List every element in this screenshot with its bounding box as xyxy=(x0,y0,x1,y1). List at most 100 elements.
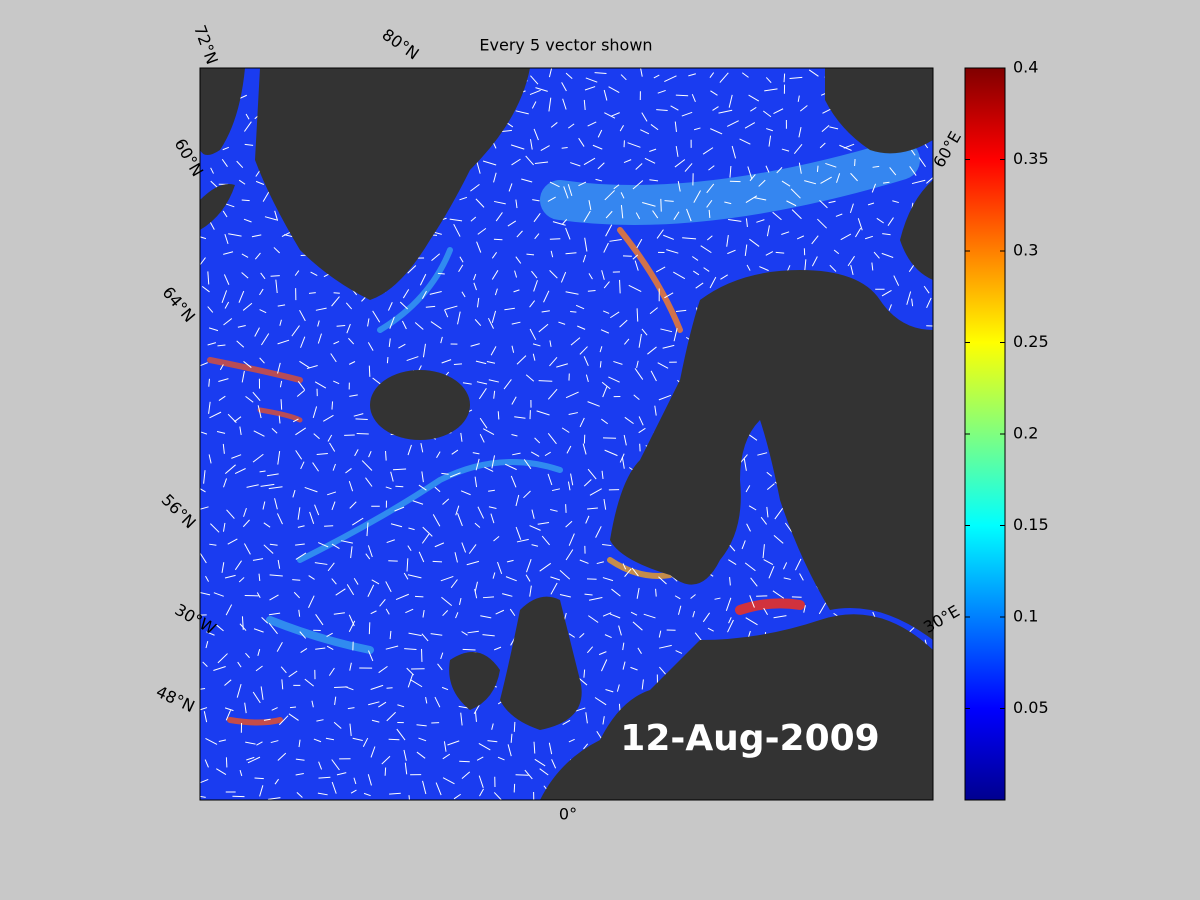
current-vector xyxy=(641,679,644,690)
current-vector xyxy=(453,363,462,366)
current-vector xyxy=(353,777,357,785)
current-vector xyxy=(550,576,561,581)
current-vector xyxy=(552,221,566,226)
current-vector xyxy=(642,202,656,207)
current-vector xyxy=(408,527,415,531)
current-vector xyxy=(514,270,518,278)
current-vector xyxy=(407,674,414,688)
current-vector xyxy=(406,356,419,362)
current-vector xyxy=(268,612,281,616)
current-vector xyxy=(224,574,236,579)
current-vector xyxy=(336,325,346,327)
current-vector xyxy=(765,251,774,256)
current-vector xyxy=(237,325,246,328)
current-vector xyxy=(372,377,382,385)
current-vector xyxy=(466,560,480,566)
current-vector xyxy=(386,711,396,722)
current-vector xyxy=(295,427,307,436)
current-vector xyxy=(584,593,593,596)
current-vector xyxy=(829,264,837,272)
current-vector xyxy=(783,562,788,570)
current-vector xyxy=(618,625,622,636)
current-vector xyxy=(200,795,206,798)
current-vector xyxy=(673,271,686,280)
current-vector xyxy=(442,498,450,505)
current-vector xyxy=(587,289,596,292)
current-vector xyxy=(707,627,714,632)
current-vector xyxy=(577,677,588,686)
current-vector xyxy=(441,359,452,364)
current-vector xyxy=(620,192,625,199)
current-vector xyxy=(368,650,374,662)
current-vector xyxy=(750,577,758,587)
current-vector xyxy=(811,256,818,267)
current-vector xyxy=(349,662,352,671)
current-vector xyxy=(608,376,620,383)
current-vector xyxy=(537,521,550,525)
current-vector xyxy=(799,573,804,581)
current-vector xyxy=(550,122,558,128)
current-vector xyxy=(599,346,603,353)
current-vector xyxy=(486,361,496,364)
current-vector xyxy=(314,381,327,389)
current-vector xyxy=(568,412,578,415)
current-vector xyxy=(412,500,424,505)
current-vector xyxy=(926,297,932,309)
current-vector xyxy=(601,270,605,280)
current-vector xyxy=(624,416,634,425)
current-vector xyxy=(587,507,598,510)
current-vector xyxy=(222,146,230,151)
current-vector xyxy=(404,762,408,775)
current-vector xyxy=(306,365,318,370)
current-vector xyxy=(923,285,930,294)
current-vector xyxy=(714,597,721,600)
current-vector xyxy=(205,737,218,745)
current-vector xyxy=(630,611,638,616)
current-vector xyxy=(223,478,228,488)
current-vector xyxy=(407,444,412,456)
current-vector xyxy=(396,728,406,741)
current-vector xyxy=(493,172,497,183)
current-vector xyxy=(335,588,346,596)
current-vector xyxy=(468,544,477,554)
current-vector xyxy=(595,178,603,182)
current-vector xyxy=(277,752,287,761)
current-vector xyxy=(538,323,549,333)
current-vector xyxy=(386,356,389,364)
current-vector xyxy=(835,213,843,217)
current-vector xyxy=(277,339,290,345)
current-vector xyxy=(227,538,238,545)
current-vector xyxy=(906,291,912,305)
current-vector xyxy=(666,249,679,254)
current-vector xyxy=(577,325,586,330)
current-vector xyxy=(266,473,279,477)
current-vector xyxy=(691,256,699,261)
current-vector xyxy=(487,740,498,743)
current-vector xyxy=(252,453,264,463)
current-vector xyxy=(747,433,758,441)
current-vector xyxy=(333,340,340,345)
current-vector xyxy=(602,310,610,314)
current-vector xyxy=(753,196,767,201)
current-vector xyxy=(768,565,775,579)
current-vector xyxy=(675,650,683,654)
current-vector xyxy=(281,231,291,237)
current-vector xyxy=(583,356,589,367)
current-vector xyxy=(840,233,852,241)
current-vector xyxy=(247,756,261,764)
current-vector xyxy=(389,630,392,640)
current-vector xyxy=(260,272,266,280)
current-vector xyxy=(263,522,271,528)
current-vector xyxy=(640,129,650,135)
current-vector xyxy=(323,414,334,422)
current-vector xyxy=(386,539,395,544)
current-vector xyxy=(207,306,214,313)
current-vector xyxy=(549,270,558,279)
current-vector xyxy=(318,761,323,770)
current-vector xyxy=(565,227,571,240)
current-vector xyxy=(539,562,552,572)
current-vector xyxy=(225,203,235,208)
current-vector xyxy=(548,68,553,78)
current-vector xyxy=(811,235,819,245)
current-vector xyxy=(470,184,480,192)
